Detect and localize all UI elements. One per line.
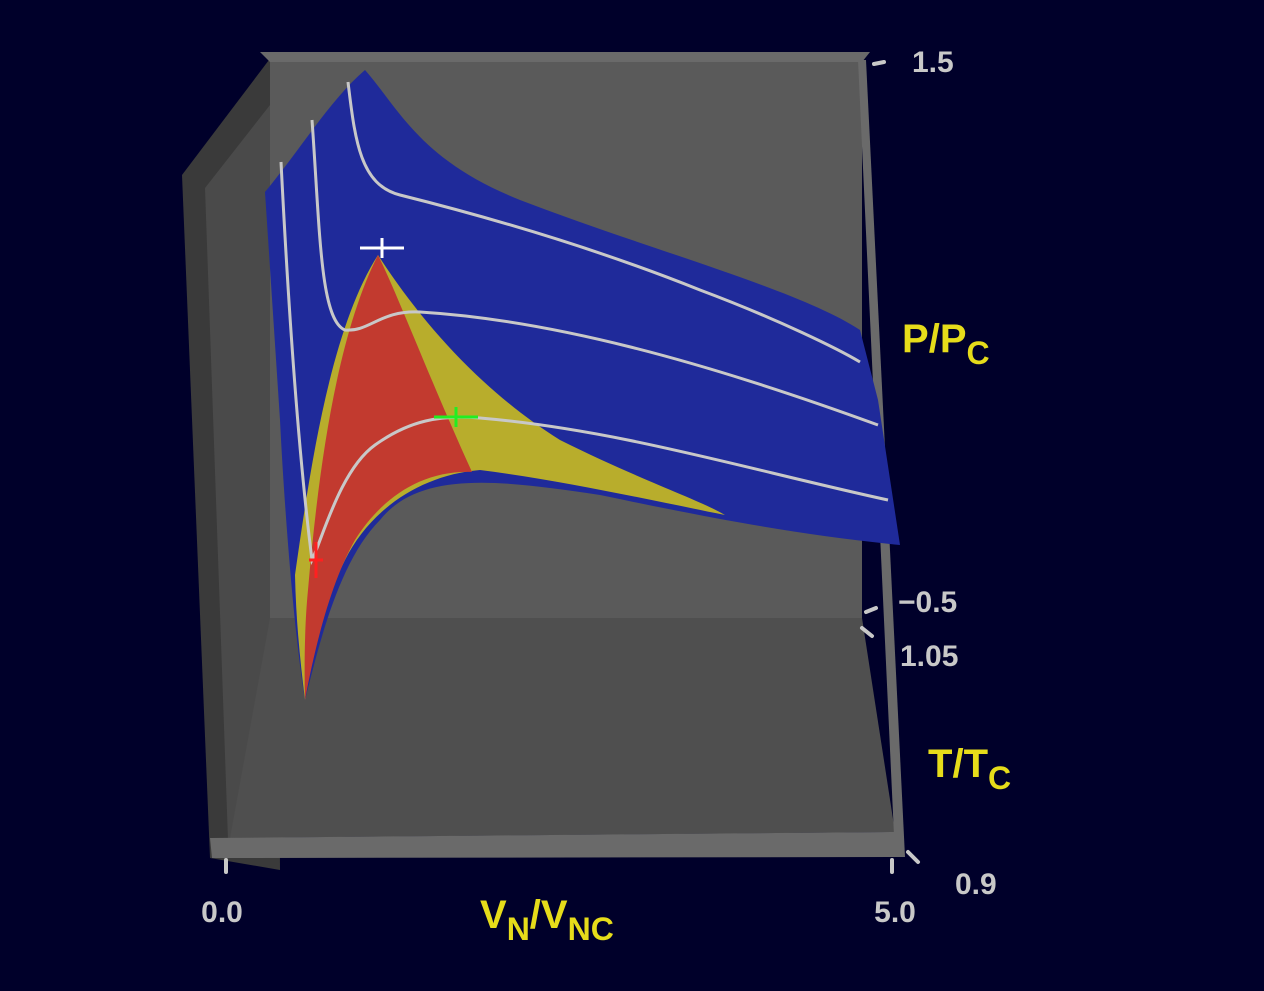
x-tick-label: 5.0 — [874, 896, 916, 929]
z-tick-mark — [906, 850, 920, 864]
axis-title-part: T — [964, 742, 988, 786]
y-tick-label: −0.5 — [898, 586, 957, 619]
floor — [230, 618, 895, 838]
y-tick-label: 1.5 — [912, 46, 954, 79]
axis-title-part: T — [928, 742, 952, 786]
y-tick-mark — [872, 60, 886, 66]
floor-front-edge — [210, 832, 905, 858]
z-axis-title: T/TC — [928, 742, 1011, 796]
axis-title-subscript: NC — [568, 911, 614, 947]
isotherm-line — [310, 119, 879, 427]
isotherm-line — [346, 81, 861, 364]
axis-title-part: / — [952, 742, 963, 786]
axis-ticks: 0.0 5.0 1.5 −0.5 1.05 0.9 — [201, 46, 997, 929]
axis-title-part: V — [480, 893, 507, 937]
pvt-surface — [265, 70, 900, 700]
axis-title-subscript: N — [507, 911, 530, 947]
left-wall-face — [205, 105, 270, 840]
axis-title-part: P — [902, 317, 929, 361]
isotherm-lines — [279, 81, 889, 566]
marker-layer — [309, 238, 478, 578]
critical-point — [360, 238, 404, 258]
y-tick-mark — [864, 606, 878, 614]
z-tick-mark — [860, 626, 874, 638]
surface-single-phase — [265, 70, 900, 700]
back-wall-top-edge — [260, 52, 870, 62]
axis-title-part: / — [929, 317, 940, 361]
surface-spinodal-region — [304, 255, 472, 700]
axis-title-subscript: C — [988, 760, 1011, 796]
axis-title-part: P — [940, 317, 967, 361]
z-tick-label: 0.9 — [955, 868, 997, 901]
red-marker — [309, 542, 323, 578]
x-tick-label: 0.0 — [201, 896, 243, 929]
axis-title-part: / — [530, 893, 541, 937]
x-axis-title: VN/VNC — [480, 893, 614, 947]
axis-title-part: V — [541, 893, 568, 937]
isotherm-line — [279, 161, 889, 566]
y-axis-title: P/PC — [902, 317, 990, 371]
axis-title-subscript: C — [967, 335, 990, 371]
green-marker — [434, 407, 478, 427]
z-tick-label: 1.05 — [900, 640, 958, 673]
